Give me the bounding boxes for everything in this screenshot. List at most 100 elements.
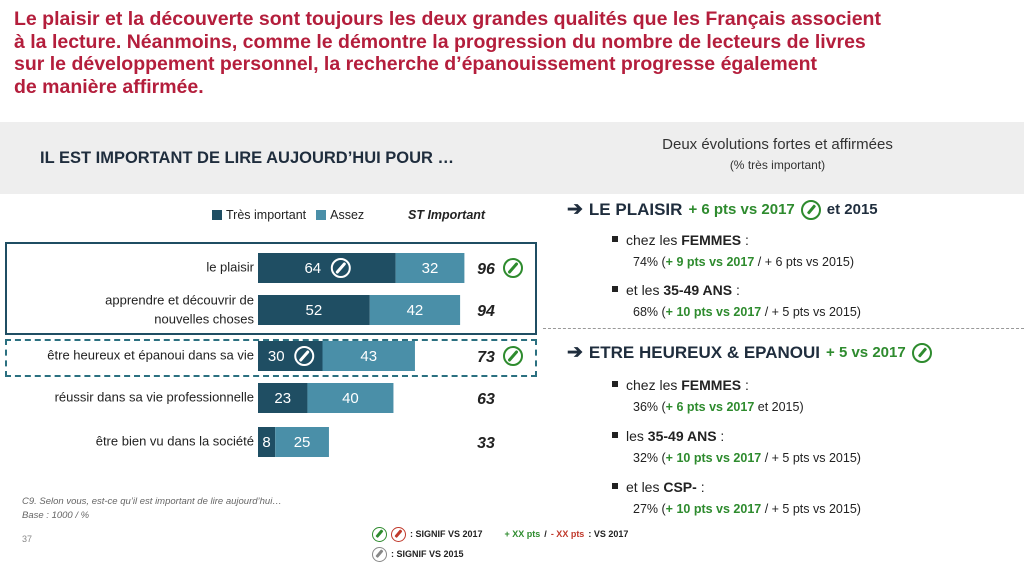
st-important-header: ST Important — [408, 208, 486, 222]
bullet-heureux-femmes: chez les FEMMES : — [612, 377, 749, 393]
bullet-heureux-35-49: les 35-49 ANS : — [612, 428, 724, 444]
detail-delta: + 10 pts vs 2017 — [665, 451, 762, 465]
headline: Le plaisir et la découverte sont toujour… — [14, 8, 1004, 98]
legend-label-tres: Très important — [226, 208, 307, 222]
detail-heureux-csp: 27% (+ 10 pts vs 2017 / + 5 pts vs 2015) — [633, 502, 861, 516]
detail-delta: + 9 pts vs 2017 — [665, 255, 755, 269]
category-label: le plaisir — [206, 259, 254, 274]
bullet-label-bold: CSP- — [663, 479, 697, 495]
headline-line-1: Le plaisir et la découverte sont toujour… — [14, 8, 881, 30]
page-number: 37 — [22, 534, 33, 544]
bullet-label-post: : — [732, 282, 740, 298]
detail-value: 27% — [633, 502, 659, 516]
bar-value-label: 8 — [262, 434, 270, 451]
detail-delta: + 6 pts vs 2017 — [665, 400, 755, 414]
bullet-label-bold: FEMMES — [681, 232, 742, 248]
detail-heureux-35-49: 32% (+ 10 pts vs 2017 / + 5 pts vs 2015) — [633, 451, 861, 465]
right-title: Deux évolutions fortes et affirmées — [662, 136, 893, 153]
section-trail: et 2015 — [826, 201, 878, 218]
highlight-box-dashed — [5, 339, 537, 377]
signif-2017-label: : SIGNIF VS 2017 — [410, 529, 483, 539]
detail-value: 74% — [633, 255, 659, 269]
footnote-question: C9. Selon vous, est-ce qu’il est importa… — [22, 496, 282, 507]
bar-segment-assez — [369, 295, 461, 325]
bullet-label-bold: 35-49 ANS — [647, 428, 717, 444]
bar-value-label: 25 — [294, 434, 311, 451]
bar-value-label: 52 — [306, 302, 323, 319]
bar-segment-tres — [258, 427, 276, 457]
section-head-heureux: ➔ ETRE HEUREUX & EPANOUI + 5 vs 2017 — [567, 341, 932, 364]
minus-label: - XX pts — [550, 529, 585, 539]
bullet-label: et les — [626, 479, 664, 495]
bullet-label: chez les — [626, 232, 682, 248]
st-important-value: 33 — [477, 435, 495, 452]
sep-label: / — [544, 529, 547, 539]
bullet-label-post: : — [741, 232, 749, 248]
bullet-icon — [612, 381, 618, 388]
signif-legend-row-2015: : SIGNIF VS 2015 — [372, 544, 628, 564]
headline-line-3: sur le développement personnel, la reche… — [14, 53, 818, 75]
st-important-value: 63 — [477, 391, 495, 408]
legend-item-assez: Assez — [316, 208, 364, 222]
signif-2017-icon — [503, 346, 523, 366]
bar-segment-assez — [275, 427, 329, 457]
arrow-icon: ➔ — [567, 199, 583, 220]
signif-down-icon — [391, 526, 406, 542]
bullet-plaisir-35-49: et les 35-49 ANS : — [612, 282, 740, 298]
detail-heureux-femmes: 36% (+ 6 pts vs 2017 et 2015) — [633, 400, 804, 414]
bar-segment-tres — [258, 341, 323, 371]
bullet-icon — [612, 432, 618, 439]
category-label: être heureux et épanoui dans sa vie — [47, 347, 254, 362]
detail-value: 68% — [633, 305, 659, 319]
bullet-plaisir-femmes: chez les FEMMES : — [612, 232, 749, 248]
category-label: apprendre et découvrir de nouvelles chose… — [105, 292, 254, 326]
signif-2017-icon — [294, 346, 315, 366]
bullet-label-post: : — [716, 428, 725, 444]
detail-plaisir-femmes: 74% (+ 9 pts vs 2017 / + 6 pts vs 2015) — [633, 255, 854, 269]
detail-rest: et 2015) — [754, 400, 804, 414]
bar-value-label: 42 — [407, 302, 424, 319]
footnote-base: Base : 1000 / % — [22, 510, 90, 521]
detail-plaisir-35-49: 68% (+ 10 pts vs 2017 / + 5 pts vs 2015) — [633, 305, 861, 319]
detail-rest: / + 5 pts vs 2015) — [761, 305, 861, 319]
section-title: LE PLAISIR — [588, 199, 683, 219]
bullet-label-post: : — [696, 479, 705, 495]
chart-legend: Très important Assez — [212, 208, 370, 222]
detail-rest: / + 6 pts vs 2015) — [754, 255, 854, 269]
section-delta: + 5 vs 2017 — [826, 344, 906, 361]
category-label: être bien vu dans la société — [96, 433, 254, 448]
title-band — [0, 122, 1024, 194]
right-subtitle: (% très important) — [729, 158, 826, 172]
detail-delta: + 10 pts vs 2017 — [665, 502, 762, 516]
st-important-value: 94 — [477, 303, 495, 320]
signif-2017-icon — [503, 258, 523, 278]
signif-legend: : SIGNIF VS 2017 + XX pts / - XX pts : V… — [372, 524, 628, 564]
bar-segment-tres — [258, 253, 396, 283]
bar-value-label: 32 — [422, 260, 439, 277]
detail-value: 32% — [633, 451, 659, 465]
bar-value-label: 64 — [304, 260, 321, 277]
signif-legend-row-2017: : SIGNIF VS 2017 + XX pts / - XX pts : V… — [372, 524, 628, 544]
bullet-label-post: : — [741, 377, 749, 393]
st-important-value: 73 — [477, 349, 495, 366]
legend-swatch-assez — [316, 210, 327, 220]
detail-rest: / + 5 pts vs 2015) — [761, 451, 861, 465]
section-divider — [543, 328, 1024, 329]
signif-2015-icon — [372, 546, 387, 562]
bar-segment-assez — [395, 253, 465, 283]
bar-segment-tres — [258, 295, 370, 325]
bar-value-label: 40 — [342, 390, 359, 407]
legend-swatch-tres — [212, 210, 222, 220]
signif-up-icon — [372, 526, 387, 542]
bullet-icon — [612, 286, 618, 293]
bar-value-label: 30 — [268, 348, 285, 365]
section-delta: + 6 pts vs 2017 — [688, 201, 795, 218]
bullet-icon — [612, 483, 618, 490]
detail-value: 36% — [633, 400, 659, 414]
signif-2017-icon — [330, 258, 351, 278]
bullet-label: chez les — [626, 377, 682, 393]
legend-item-tres: Très important — [212, 208, 306, 222]
signif-2017-icon — [911, 342, 932, 363]
signif-2015-label: : SIGNIF VS 2015 — [391, 549, 464, 559]
